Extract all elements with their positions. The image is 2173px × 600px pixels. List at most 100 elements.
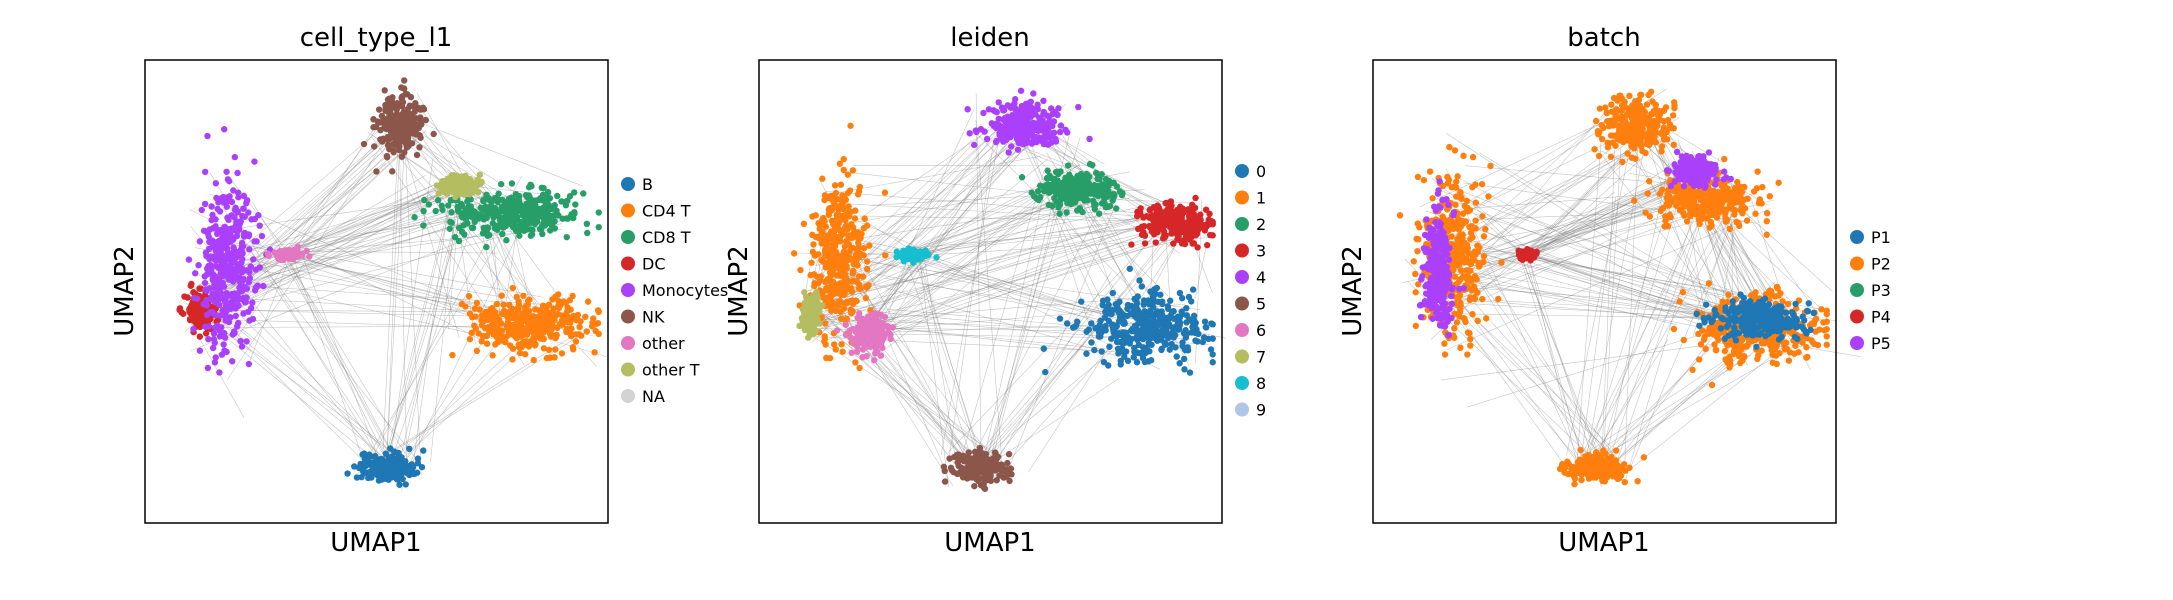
scatter-point	[1117, 361, 1124, 368]
scatter-point	[1108, 335, 1115, 342]
scatter-point	[210, 330, 218, 337]
scatter-point	[1180, 209, 1187, 216]
graph-edge	[975, 93, 982, 464]
scatter-point	[1057, 122, 1065, 129]
scatter-point	[848, 309, 856, 317]
graph-edge	[294, 261, 509, 299]
scatter-point	[226, 177, 233, 185]
legend-label: Monocytes	[642, 281, 728, 300]
graph-edge	[291, 186, 472, 258]
scatter-point	[1099, 301, 1106, 309]
scatter-point	[835, 302, 842, 309]
scatter-point	[500, 207, 507, 214]
scatter-point	[807, 271, 814, 279]
legend-item: 8	[1235, 374, 1266, 393]
scatter-point	[351, 463, 358, 470]
scatter-point	[1192, 337, 1199, 344]
scatter-point	[504, 313, 512, 320]
scatter-point	[528, 231, 536, 238]
scatter-point	[287, 250, 294, 257]
scatter-point	[1208, 320, 1215, 327]
scatter-point	[232, 312, 239, 320]
scatter-point	[837, 315, 845, 323]
scatter-point	[204, 364, 212, 372]
scatter-point	[454, 203, 461, 211]
scatter-point	[265, 252, 272, 260]
legend-item: NK	[621, 308, 665, 327]
scatter-point	[234, 169, 241, 177]
scatter-point	[492, 341, 499, 348]
scatter-point	[413, 151, 421, 159]
scatter-point	[391, 130, 398, 137]
scatter-point	[246, 246, 253, 253]
scatter-point	[818, 240, 825, 247]
scatter-point	[432, 207, 439, 215]
scatter-point	[420, 447, 427, 454]
scatter-point	[563, 233, 570, 241]
scatter-point	[992, 467, 999, 474]
scatter-point	[1135, 311, 1143, 318]
graph-edge	[918, 255, 949, 487]
scatter-point	[1083, 191, 1091, 198]
scatter-point	[946, 455, 953, 462]
scatter-point	[1068, 187, 1075, 194]
graph-edge	[1465, 165, 1695, 186]
scatter-point	[233, 232, 241, 240]
scatter-point	[1204, 241, 1211, 249]
scatter-point	[1113, 332, 1121, 339]
scatter-point	[1206, 210, 1213, 218]
scatter-point	[420, 106, 428, 113]
scatter-point	[1169, 308, 1176, 316]
scatter-point	[503, 199, 510, 206]
scatter-point	[841, 212, 848, 219]
scatter-point	[372, 452, 379, 460]
scatter-point	[961, 458, 969, 465]
scatter-point	[1176, 229, 1183, 236]
scatter-point	[912, 255, 919, 262]
scatter-point	[1164, 303, 1172, 310]
scatter-point	[1165, 314, 1173, 321]
scatter-point	[1083, 350, 1090, 357]
scatter-point	[540, 329, 547, 336]
scatter-point	[1063, 129, 1071, 136]
graph-edge	[226, 240, 275, 252]
graph-edge	[257, 123, 405, 251]
legend-marker	[621, 283, 635, 297]
scatter-point	[1112, 205, 1120, 212]
scatter-point	[801, 289, 808, 296]
scatter-point	[1803, 344, 1810, 351]
scatter-point	[369, 463, 376, 471]
scatter-point	[198, 206, 205, 214]
scatter-point	[1705, 280, 1713, 287]
scatter-point	[1063, 320, 1071, 327]
scatter-point	[1138, 283, 1145, 290]
scatter-point	[220, 283, 228, 290]
scatter-point	[815, 251, 822, 258]
scatter-point	[1026, 121, 1034, 128]
scatter-point	[808, 307, 815, 314]
scatter-point	[489, 352, 496, 359]
scatter-point	[857, 285, 864, 292]
scatter-point	[547, 354, 554, 361]
scatter-point	[1014, 131, 1021, 139]
graph-edge	[1529, 259, 1578, 464]
graph-edge	[221, 188, 453, 309]
scatter-point	[1064, 162, 1072, 169]
scatter-point	[847, 122, 854, 129]
scatter-point	[1095, 182, 1102, 190]
scatter-point	[1701, 333, 1708, 340]
graph-edge	[391, 191, 484, 461]
scatter-point	[203, 311, 211, 319]
scatter-point	[558, 350, 566, 357]
scatter-point	[522, 341, 529, 348]
scatter-point	[245, 360, 253, 368]
scatter-point	[1181, 366, 1188, 373]
graph-edge	[874, 341, 973, 470]
scatter-point	[472, 182, 480, 190]
scatter-point	[448, 209, 455, 216]
legend-marker	[621, 389, 635, 403]
graph-edge	[230, 265, 519, 316]
scatter-point	[485, 314, 493, 321]
scatter-point	[1758, 347, 1765, 354]
